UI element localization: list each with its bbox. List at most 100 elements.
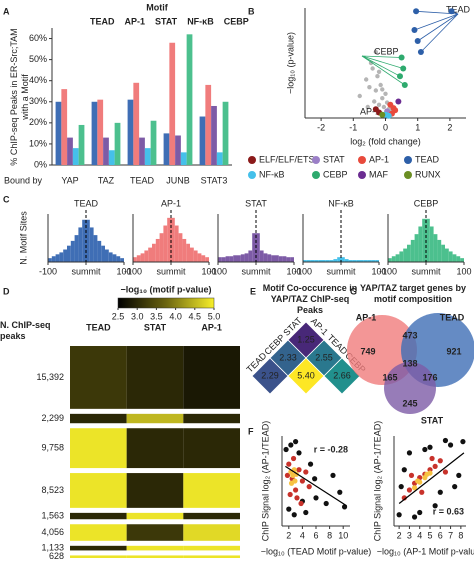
histogram-bar bbox=[51, 256, 56, 262]
bar bbox=[133, 82, 140, 165]
histogram-bar bbox=[344, 259, 349, 262]
bar bbox=[78, 124, 85, 165]
point bbox=[370, 66, 375, 71]
point bbox=[452, 484, 458, 490]
legend-swatch bbox=[404, 171, 412, 179]
y-axis-label: % ChIP-seq Peaks in ER-Src;TAM with a Mo… bbox=[9, 27, 30, 166]
legend-swatch bbox=[248, 156, 256, 164]
bar bbox=[144, 148, 151, 165]
histogram-bar bbox=[303, 260, 307, 262]
histogram-bar bbox=[67, 245, 71, 262]
histogram-bar bbox=[395, 254, 400, 262]
histogram-bar bbox=[367, 260, 372, 262]
histogram-bar bbox=[329, 260, 334, 262]
point bbox=[284, 472, 291, 478]
annotation-connector bbox=[414, 13, 459, 31]
y-tick-label: 0% bbox=[34, 159, 47, 169]
x-tick-label: 100 bbox=[286, 266, 301, 276]
point bbox=[306, 484, 312, 490]
venn-count: 138 bbox=[402, 358, 417, 368]
histogram-title: TEAD bbox=[74, 198, 99, 208]
x-tick-label: 8 bbox=[327, 530, 332, 540]
row-label: 1,133 bbox=[41, 542, 64, 552]
x-tick-label: 3 bbox=[407, 530, 412, 540]
histogram-bar bbox=[182, 238, 187, 262]
histogram-bar bbox=[136, 255, 141, 262]
histogram-title: STAT bbox=[245, 198, 267, 208]
histogram-title: CEBP bbox=[414, 198, 439, 208]
legend-item: MAF bbox=[369, 169, 389, 179]
heatmap-cell bbox=[183, 473, 240, 508]
heatmap-cell bbox=[70, 473, 127, 508]
point bbox=[283, 446, 289, 453]
point bbox=[303, 509, 309, 516]
point bbox=[460, 439, 466, 445]
bar bbox=[222, 101, 229, 165]
x-tick-label: 5 bbox=[427, 530, 432, 540]
histogram-bar bbox=[352, 260, 357, 262]
point bbox=[372, 99, 377, 104]
legend-swatch bbox=[248, 171, 256, 179]
histogram-bar bbox=[325, 260, 330, 262]
histogram-bar bbox=[445, 248, 449, 262]
histogram-bar bbox=[237, 255, 241, 262]
histogram-bar bbox=[356, 260, 360, 262]
histogram-bar bbox=[55, 254, 60, 262]
y-tick-label: 30% bbox=[29, 96, 47, 106]
heatmap-cell bbox=[126, 512, 184, 520]
x-tick-label: 100 bbox=[371, 266, 386, 276]
legend-swatch bbox=[358, 171, 366, 179]
point bbox=[401, 467, 407, 473]
bar bbox=[175, 135, 181, 165]
row-header: N. ChIP-seq peaks bbox=[0, 320, 51, 341]
histogram-bar bbox=[152, 243, 156, 262]
heatmap-cell bbox=[126, 413, 184, 424]
point bbox=[432, 503, 438, 509]
point bbox=[323, 500, 329, 507]
point bbox=[406, 450, 413, 456]
point bbox=[396, 512, 402, 518]
x-tick-label: TEAD bbox=[130, 175, 155, 185]
colorbar-tick-label: 3.0 bbox=[131, 311, 144, 321]
legend-swatch bbox=[312, 171, 320, 179]
bar bbox=[114, 122, 121, 165]
cell-label: 2.33 bbox=[279, 352, 297, 362]
x-tick-label: 7 bbox=[448, 530, 453, 540]
x-tick-label: summit bbox=[412, 266, 441, 276]
histogram-bar bbox=[259, 250, 264, 262]
legend-item: NF-κB bbox=[187, 16, 214, 26]
venn-title: YAP/TAZ target genes by motif compositio… bbox=[359, 283, 467, 304]
histogram-bar bbox=[437, 239, 442, 262]
colorbar-tick-label: 3.5 bbox=[150, 311, 163, 321]
histogram-bar bbox=[248, 250, 253, 262]
histogram-bar bbox=[403, 248, 407, 262]
x-tick-label: 2 bbox=[286, 530, 291, 540]
x-tick-label: 100 bbox=[201, 266, 216, 276]
point bbox=[417, 509, 423, 516]
x-tick-label: 6 bbox=[438, 530, 443, 540]
point bbox=[447, 442, 454, 448]
matrix-cell bbox=[287, 357, 325, 395]
legend-item: NF-κB bbox=[259, 169, 285, 179]
point bbox=[427, 444, 433, 450]
histogram-bar bbox=[70, 240, 75, 262]
histogram-bar bbox=[360, 260, 364, 262]
x-tick-label: 0 bbox=[383, 122, 388, 132]
histogram-bar bbox=[282, 256, 287, 262]
y-tick-label: 10% bbox=[29, 138, 47, 148]
point bbox=[296, 450, 302, 456]
histogram-bar bbox=[116, 256, 121, 262]
heatmap-cell bbox=[70, 545, 127, 551]
annotation-connector bbox=[361, 55, 401, 77]
legend-item: ELF/ELF/ETS bbox=[259, 154, 315, 164]
histogram-bar bbox=[74, 235, 79, 262]
y-tick-label: 40% bbox=[29, 75, 47, 85]
histogram-bar bbox=[263, 253, 268, 262]
x-tick-label: JUNB bbox=[166, 175, 190, 185]
bar bbox=[108, 150, 115, 165]
x-tick-label: -100 bbox=[294, 266, 312, 276]
row-label: 8,523 bbox=[41, 485, 64, 495]
point bbox=[375, 74, 380, 79]
heatmap-cell bbox=[126, 524, 184, 541]
x-tick-label: 6 bbox=[313, 530, 318, 540]
